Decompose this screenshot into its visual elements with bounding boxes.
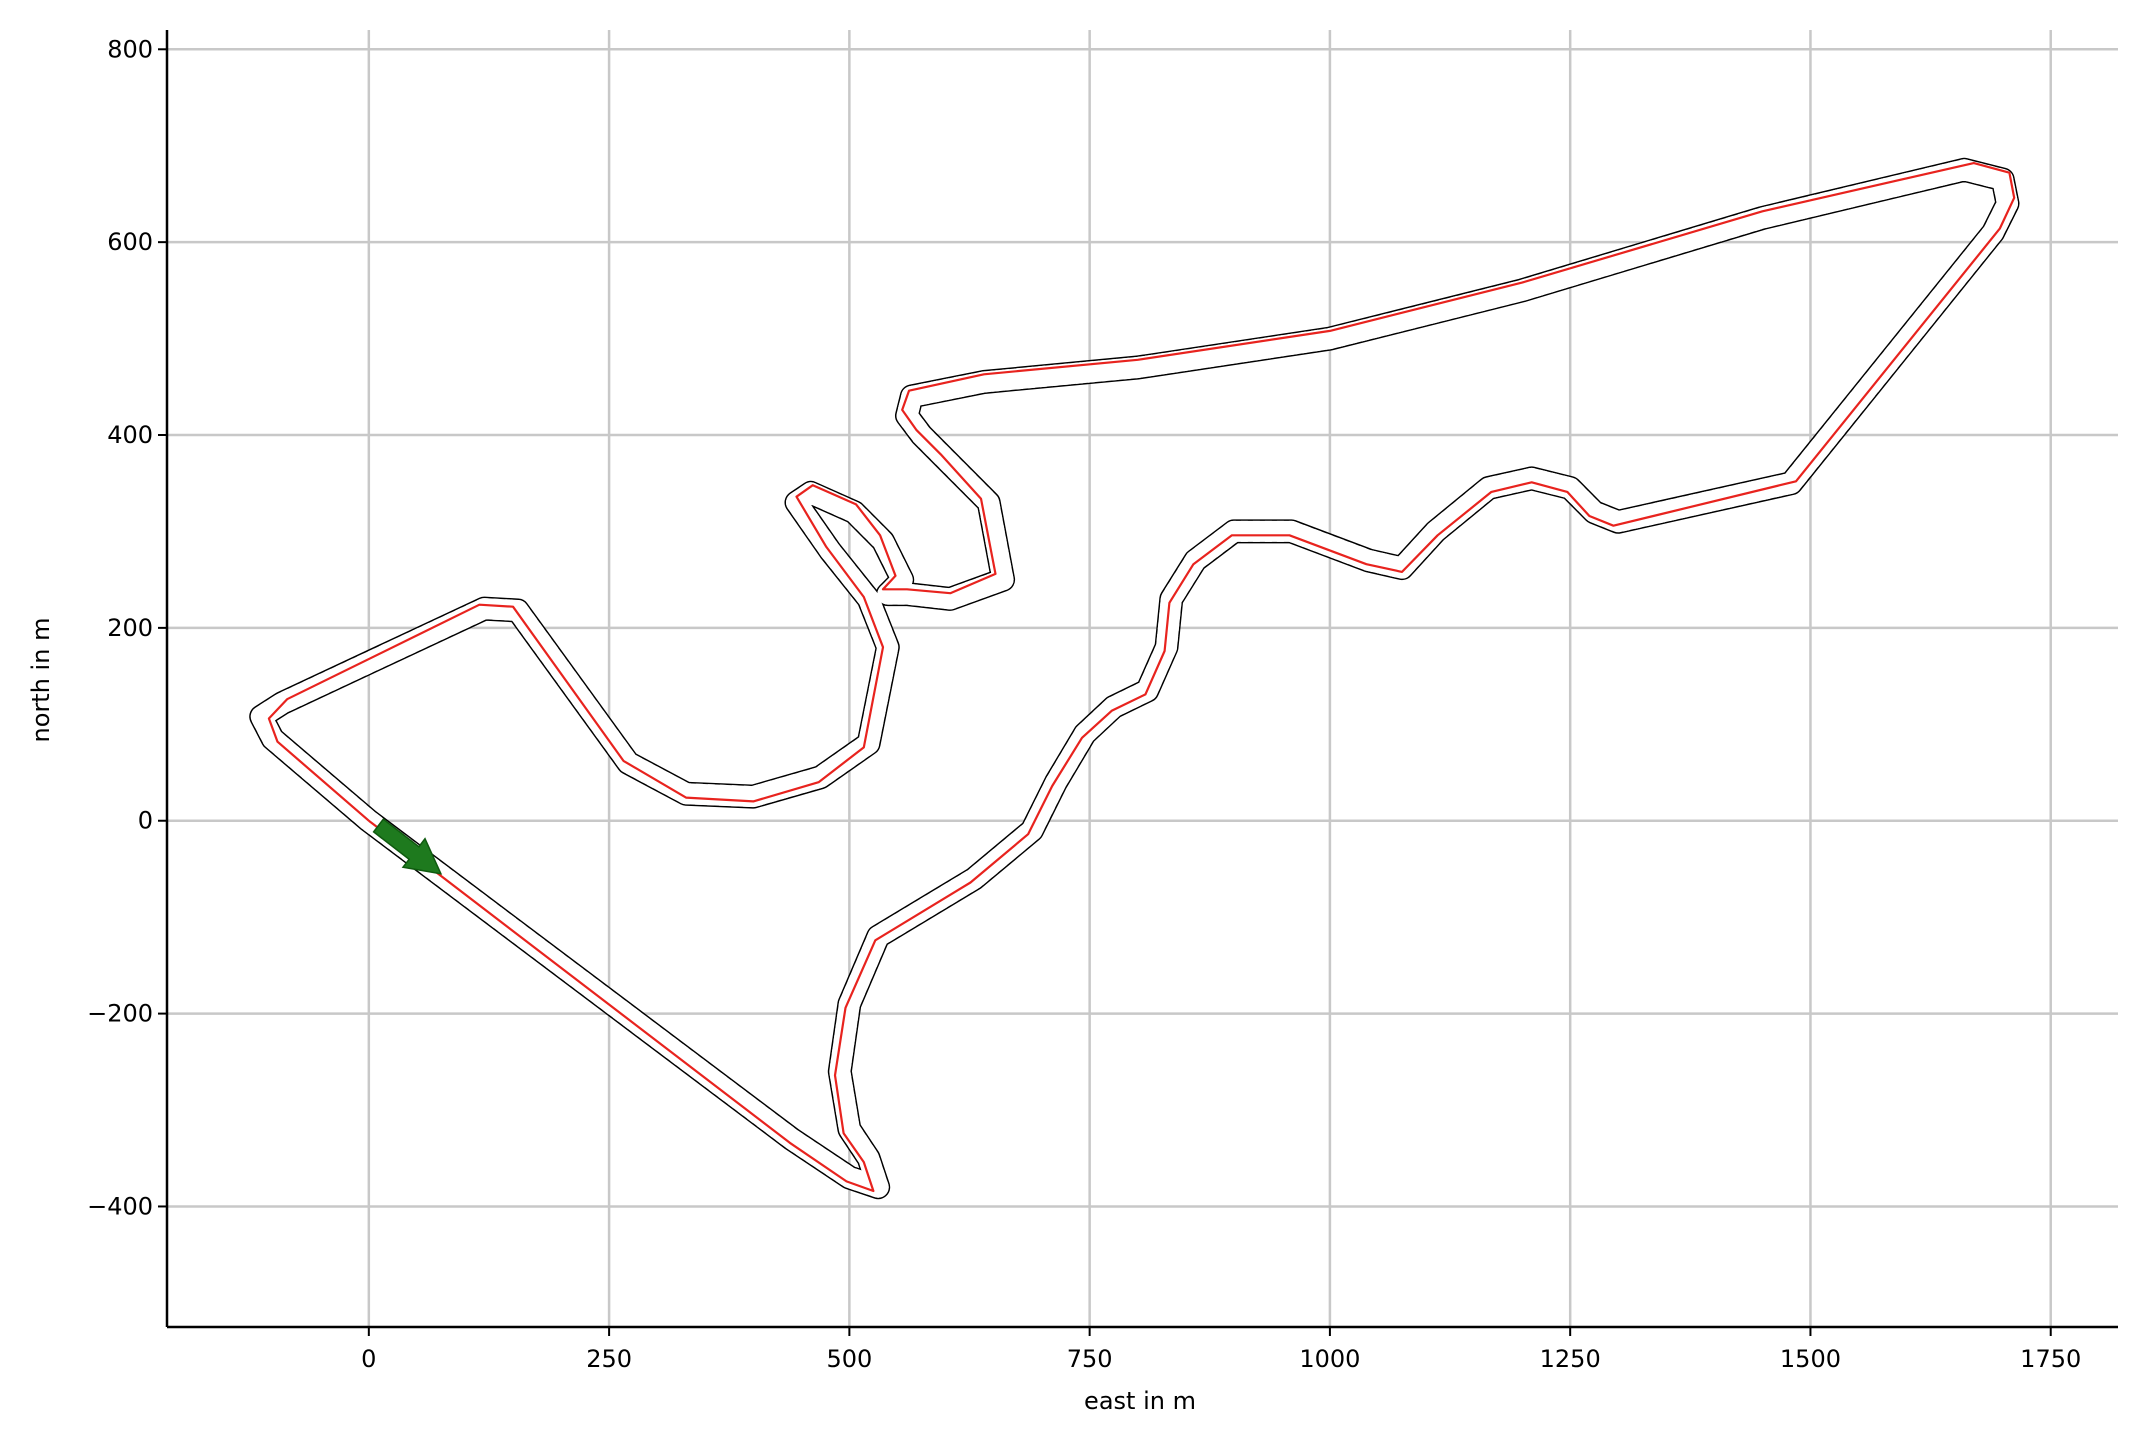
x-tick-label: 250 [586,1345,632,1373]
x-tick-label: 500 [826,1345,872,1373]
track-bound-outer [249,157,2020,1200]
tick-labels: 0 250 500 750 1000 1250 1500 1750 −400 −200 0 200 40… [87,35,2081,1373]
y-tick-label: 0 [138,807,153,835]
x-tick-label: 1500 [1780,1345,1841,1373]
heading-arrow [372,818,443,875]
y-tick-label: 400 [107,421,153,449]
series-layer [249,157,2020,1200]
x-tick-label: 1000 [1299,1345,1360,1373]
track-surface [250,159,2018,1198]
axes [165,30,2118,1329]
y-tick-label: −400 [87,1192,153,1220]
y-tick-label: 800 [107,35,153,63]
x-axis-label: east in m [1084,1387,1196,1415]
heading-arrow-layer [372,818,443,875]
x-tick-label: 1750 [2020,1345,2081,1373]
grid [167,30,2118,1327]
x-tick-label: 0 [361,1345,376,1373]
x-tick-label: 1250 [1540,1345,1601,1373]
y-tick-label: −200 [87,1000,153,1028]
track-bound-dash [250,159,2018,1198]
raceline-line [267,162,2016,1193]
x-tick-label: 750 [1067,1345,1113,1373]
y-tick-label: 200 [107,614,153,642]
y-axis-label: north in m [27,618,55,743]
y-tick-label: 600 [107,228,153,256]
